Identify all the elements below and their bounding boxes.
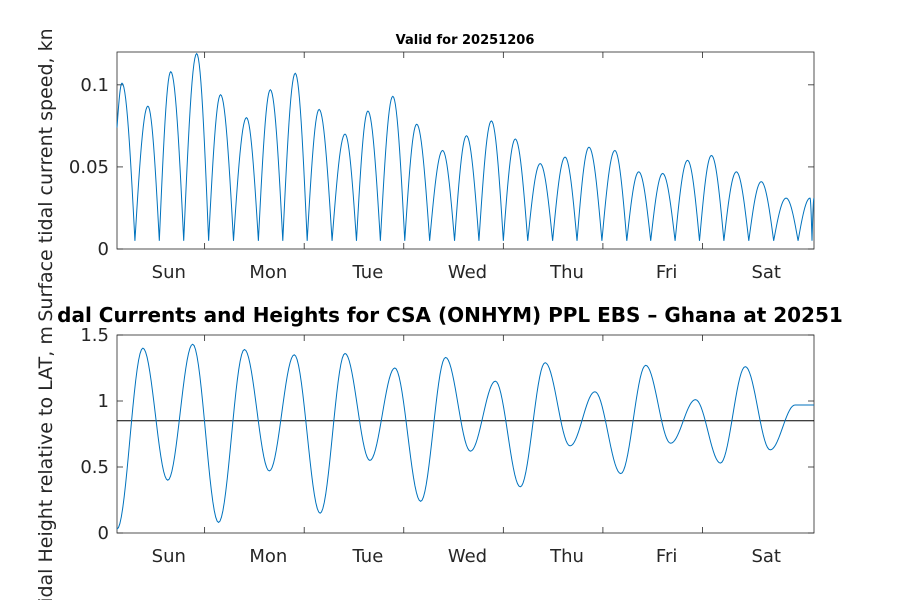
tidal-height-plot-frame bbox=[116, 334, 815, 534]
tidal-height-y-ticks: 0 0.5 1 1.5 bbox=[80, 325, 814, 544]
tidal-height-x-ticks: Sun Mon Tue Wed Thu Fri Sat bbox=[152, 335, 781, 567]
current-speed-ylabel: Surface tidal current speed, kn bbox=[35, 28, 57, 321]
current-speed-x-tick-label-0: Sun bbox=[152, 262, 186, 283]
current-speed-x-tick-label-4: Thu bbox=[549, 262, 584, 283]
tidal-height-x-tick-label-2: Tue bbox=[352, 546, 384, 567]
current-speed-y-tick-label-1: 0.05 bbox=[69, 157, 109, 178]
current-speed-x-tick-label-1: Mon bbox=[249, 262, 287, 283]
current-speed-series-line bbox=[116, 52, 815, 241]
tidal-height-x-tick-label-3: Wed bbox=[448, 546, 487, 567]
figure-suptitle: dal Currents and Heights for CSA (ONHYM)… bbox=[57, 303, 843, 327]
current-speed-x-tick-label-6: Sat bbox=[751, 262, 781, 283]
current-speed-y-tick-label-0: 0 bbox=[98, 239, 109, 260]
tidal-height-y-tick-label-0: 0 bbox=[98, 523, 109, 544]
tidal-height-axes: 0 0.5 1 1.5 Sun Mon Tue Wed Thu Fri Sat Tidal Hei… bbox=[35, 325, 815, 600]
current-speed-plot-frame bbox=[116, 51, 815, 250]
current-speed-x-tick-label-3: Wed bbox=[448, 262, 487, 283]
current-speed-x-tick-label-5: Fri bbox=[656, 262, 677, 283]
current-speed-x-ticks: Sun Mon Tue Wed Thu Fri Sat bbox=[152, 52, 781, 283]
tidal-height-x-tick-label-6: Sat bbox=[751, 546, 781, 567]
current-speed-title: Valid for 20251206 bbox=[396, 33, 535, 48]
tidal-height-y-tick-label-1: 0.5 bbox=[80, 457, 109, 478]
current-speed-y-tick-label-2: 0.1 bbox=[80, 75, 109, 96]
tidal-height-ylabel: Tidal Height relative to LAT, m bbox=[35, 326, 57, 600]
tidal-height-x-tick-label-4: Thu bbox=[549, 546, 584, 567]
current-speed-x-tick-label-2: Tue bbox=[352, 262, 384, 283]
tidal-height-x-tick-label-0: Sun bbox=[152, 546, 186, 567]
tidal-height-series-line bbox=[116, 343, 814, 530]
tidal-height-y-tick-label-2: 1 bbox=[98, 391, 109, 412]
tidal-height-x-tick-label-1: Mon bbox=[249, 546, 287, 567]
tidal-height-x-tick-label-5: Fri bbox=[656, 546, 677, 567]
current-speed-axes: Valid for 20251206 0 0.05 0.1 Sun Mon Tue Wed… bbox=[35, 28, 815, 322]
tidal-height-y-tick-label-3: 1.5 bbox=[80, 325, 109, 346]
current-speed-y-ticks: 0 0.05 0.1 bbox=[69, 75, 814, 260]
